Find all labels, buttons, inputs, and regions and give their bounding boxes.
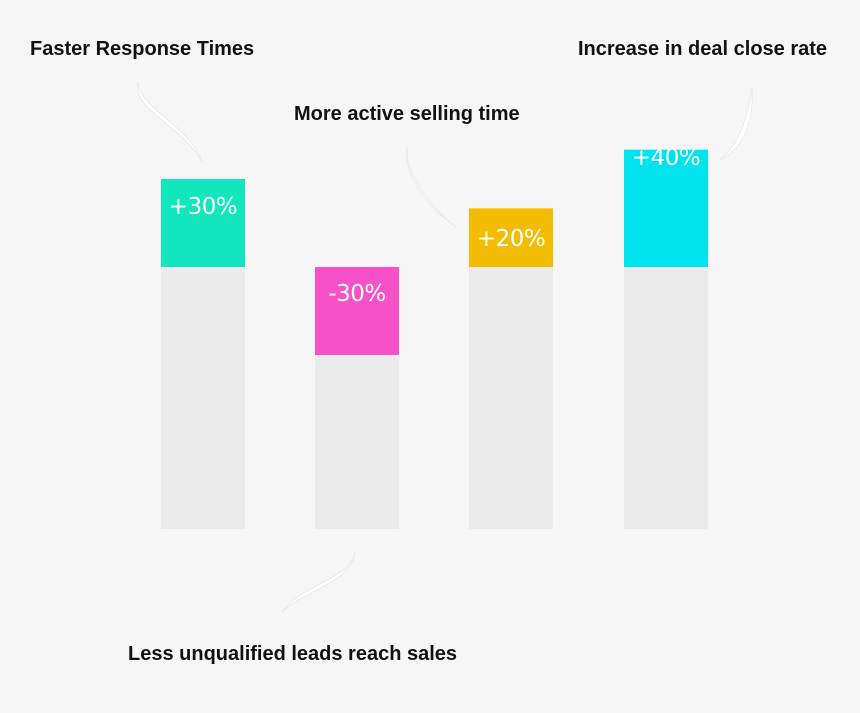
bar-value-3 <box>624 149 708 267</box>
bar-value-0 <box>161 179 245 267</box>
category-label-less-unqualified-leads: Less unqualified leads reach sales <box>128 643 458 665</box>
category-label-increase-deal-close-rate: Increase in deal close rate <box>578 38 828 60</box>
category-label-faster-response-times: Faster Response Times <box>30 38 255 60</box>
bar-base-2 <box>469 267 553 529</box>
callout-connector-3 <box>719 85 753 161</box>
category-label-more-active-selling-time: More active selling time <box>294 103 520 125</box>
bar-value-1 <box>315 267 399 355</box>
bar-base-3 <box>624 267 708 529</box>
callout-connector-2 <box>406 145 458 229</box>
callout-connector-1 <box>281 551 356 613</box>
value-label-less-unqualified: -30% <box>328 281 386 307</box>
value-label-more-active-selling: +20% <box>476 226 546 252</box>
bar-base-1 <box>315 355 399 529</box>
value-label-faster-response: +30% <box>168 194 238 220</box>
value-label-deal-close-rate: +40% <box>631 145 701 171</box>
bar-value-2 <box>469 208 553 267</box>
bar-base-0 <box>161 267 245 529</box>
callout-connector-0 <box>137 81 203 163</box>
